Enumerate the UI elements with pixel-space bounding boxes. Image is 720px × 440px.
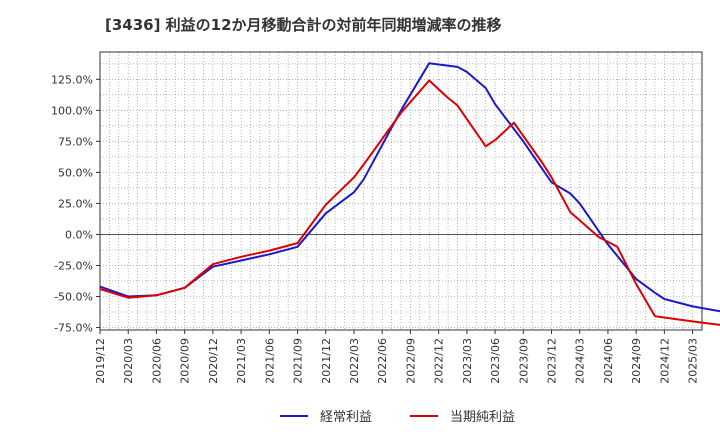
y-tick-label: 0.0% (65, 228, 93, 241)
plot-border (99, 51, 703, 331)
legend-swatch-keijo (280, 414, 308, 417)
series-line-junrieki (99, 79, 720, 326)
x-axis-ticks: 2019/12 2020/03 2020/06 2020/09 2020/12 2021/… (94, 330, 700, 384)
x-tick-label: 2022/12 (433, 338, 446, 384)
x-tick-label: 2021/09 (292, 338, 305, 384)
legend-label-keijo: 経常利益 (320, 410, 373, 425)
x-tick-label: 2024/12 (658, 338, 671, 384)
series-lines (99, 62, 720, 326)
y-tick-label: 125.0% (51, 73, 93, 86)
x-tick-label: 2023/12 (546, 338, 559, 384)
x-tick-label: 2020/06 (150, 338, 163, 384)
x-tick-label: 2022/06 (376, 338, 389, 384)
legend-item-keijo: 経常利益 (280, 406, 372, 425)
x-tick-label: 2020/09 (179, 338, 192, 384)
x-tick-label: 2025/03 (687, 338, 700, 384)
x-tick-label: 2023/09 (517, 338, 530, 384)
legend-swatch-junrieki (410, 414, 438, 417)
x-tick-label: 2022/03 (348, 338, 361, 384)
y-axis-ticks: 125.0% 100.0% 75.0% 50.0% 25.0% 0.0% -25.0% -50… (51, 73, 100, 335)
x-tick-label: 2024/09 (630, 338, 643, 384)
y-tick-label: -75.0% (54, 322, 93, 335)
x-tick-label: 2023/03 (461, 338, 474, 384)
legend-label-junrieki: 当期純利益 (450, 410, 516, 425)
x-tick-label: 2021/12 (320, 338, 333, 384)
x-tick-label: 2020/12 (207, 338, 220, 384)
y-tick-label: 25.0% (58, 197, 93, 210)
plot-frame (99, 51, 703, 331)
x-tick-label: 2024/03 (574, 338, 587, 384)
y-tick-label: -50.0% (54, 290, 93, 303)
y-tick-label: -25.0% (54, 259, 93, 272)
x-tick-label: 2022/09 (404, 338, 417, 384)
x-tick-label: 2021/06 (263, 338, 276, 384)
y-tick-label: 100.0% (51, 104, 93, 117)
x-tick-label: 2019/12 (94, 338, 107, 384)
x-tick-label: 2021/03 (235, 338, 248, 384)
x-tick-label: 2023/06 (489, 338, 502, 384)
series-line-keijo (99, 62, 720, 313)
y-tick-label: 50.0% (58, 166, 93, 179)
x-tick-label: 2020/03 (122, 338, 135, 384)
y-tick-label: 75.0% (58, 135, 93, 148)
legend-item-junrieki: 当期純利益 (410, 406, 515, 425)
grid-lines (100, 52, 702, 330)
x-tick-label: 2024/06 (602, 338, 615, 384)
chart-title: [3436] 利益の12か月移動合計の対前年同期増減率の推移 (105, 16, 502, 34)
